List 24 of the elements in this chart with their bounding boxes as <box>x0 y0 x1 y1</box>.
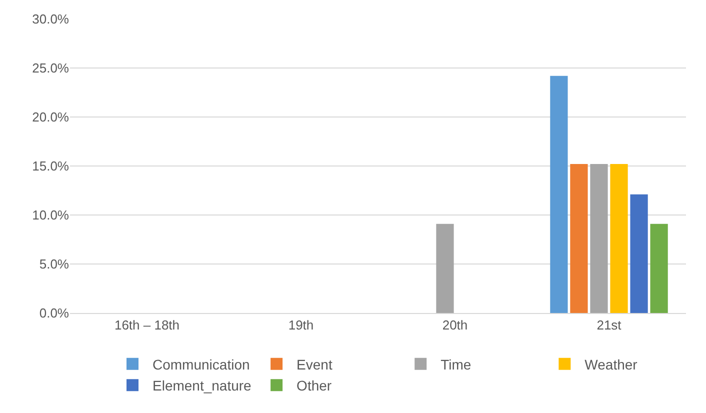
x-tick-label: 19th <box>288 318 314 333</box>
legend-label: Communication <box>152 356 250 372</box>
legend-label: Time <box>440 356 472 372</box>
x-tick-label: 21st <box>596 318 622 333</box>
legend-label: Event <box>296 356 332 372</box>
y-tick-label: 0.0% <box>39 306 70 321</box>
legend-label: Element_nature <box>152 378 252 394</box>
x-tick-label: 16th – 18th <box>114 318 180 333</box>
x-tick-label: 20th <box>442 318 468 333</box>
y-tick-label: 25.0% <box>32 60 70 76</box>
bar <box>630 194 648 313</box>
legend-label: Other <box>296 378 332 394</box>
bar <box>550 76 568 313</box>
bar <box>590 164 608 313</box>
y-tick-label: 30.0% <box>32 12 70 27</box>
bar <box>610 164 628 313</box>
y-tick-label: 5.0% <box>39 256 70 272</box>
bar <box>570 164 588 313</box>
bar <box>650 224 668 313</box>
y-tick-label: 10.0% <box>32 208 70 223</box>
y-tick-label: 15.0% <box>32 158 70 174</box>
legend-label: Weather <box>584 356 638 372</box>
bar <box>436 224 454 313</box>
y-tick-label: 20.0% <box>32 110 70 125</box>
